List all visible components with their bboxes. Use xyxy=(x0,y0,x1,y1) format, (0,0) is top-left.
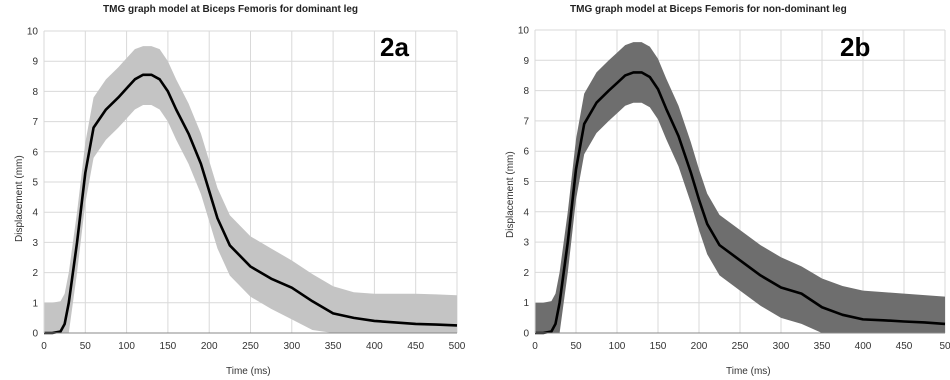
y-tick-label: 2 xyxy=(32,268,38,279)
mean-line xyxy=(535,71,946,335)
y-tick-label: 2 xyxy=(523,268,529,279)
x-tick-label: 50 xyxy=(80,341,92,352)
panel-label: 2a xyxy=(380,32,409,62)
x-tick-label: 300 xyxy=(283,341,300,352)
x-tick-label: 450 xyxy=(407,341,424,352)
y-axis-label: Displacement (mm) xyxy=(505,151,516,238)
x-tick-label: 200 xyxy=(201,341,218,352)
y-tick-label: 9 xyxy=(523,56,529,67)
y-tick-label: 7 xyxy=(523,116,529,127)
y-tick-label: 4 xyxy=(523,207,529,218)
chart-svg-2a: 0 50 100 150 200 250 300 350 400 450 500 0 1 2 3 4 5 6 7 8 9… xyxy=(27,27,466,353)
x-tick-label: 100 xyxy=(118,341,135,352)
x-tick-label: 150 xyxy=(160,341,177,352)
x-tick-label: 400 xyxy=(855,341,872,352)
y-tick-label: 3 xyxy=(32,238,38,249)
chart-title: TMG graph model at Biceps Femoris for do… xyxy=(103,4,359,15)
y-axis-label: Displacement (mm) xyxy=(14,155,25,242)
y-tick-label: 10 xyxy=(27,27,39,38)
y-tick-label: 0 xyxy=(32,329,38,340)
chart-panel-2b: TMG graph model at Biceps Femoris for no… xyxy=(490,0,950,380)
y-tick-label: 1 xyxy=(523,298,529,309)
y-tick-label: 1 xyxy=(32,298,38,309)
y-tick-label: 8 xyxy=(523,86,529,97)
x-tick-label: 200 xyxy=(691,341,708,352)
y-tick-label: 0 xyxy=(523,329,529,340)
chart-panel-2a: TMG graph model at Biceps Femoris for do… xyxy=(0,0,470,380)
y-tick-label: 5 xyxy=(32,178,38,189)
x-tick-label: 50 xyxy=(570,341,582,352)
x-tick-label: 500 xyxy=(449,341,466,352)
x-tick-label: 50 xyxy=(939,341,950,352)
sd-band xyxy=(44,46,457,333)
y-tick-label: 4 xyxy=(32,208,38,219)
y-tick-label: 8 xyxy=(32,87,38,98)
y-tick-label: 3 xyxy=(523,238,529,249)
y-tick-label: 7 xyxy=(32,117,38,128)
x-tick-label: 400 xyxy=(366,341,383,352)
chart-svg-2b: 0 50 100 150 200 250 300 350 400 450 5001234567891… xyxy=(518,26,950,353)
x-tick-label: 100 xyxy=(609,341,626,352)
sd-band xyxy=(535,42,945,334)
x-tick-label: 350 xyxy=(325,341,342,352)
chart-title: TMG graph model at Biceps Femoris for no… xyxy=(570,4,847,15)
y-tick-label: 6 xyxy=(32,147,38,158)
x-axis-label: Time (ms) xyxy=(226,366,271,377)
mean-line xyxy=(44,73,458,335)
x-tick-label: 250 xyxy=(242,341,259,352)
y-tick-label: 6 xyxy=(523,147,529,158)
y-tick-label: 10 xyxy=(518,26,530,37)
x-axis-label: Time (ms) xyxy=(726,366,771,377)
x-tick-label: 300 xyxy=(773,341,790,352)
x-tick-label: 450 xyxy=(896,341,913,352)
x-tick-label: 350 xyxy=(814,341,831,352)
panel-label: 2b xyxy=(840,32,871,62)
x-tick-label: 150 xyxy=(650,341,667,352)
x-tick-label: 0 xyxy=(41,341,47,352)
x-tick-label: 250 xyxy=(732,341,749,352)
x-tick-label: 0 xyxy=(532,341,538,352)
y-tick-label: 5 xyxy=(523,177,529,188)
y-tick-label: 9 xyxy=(32,57,38,68)
